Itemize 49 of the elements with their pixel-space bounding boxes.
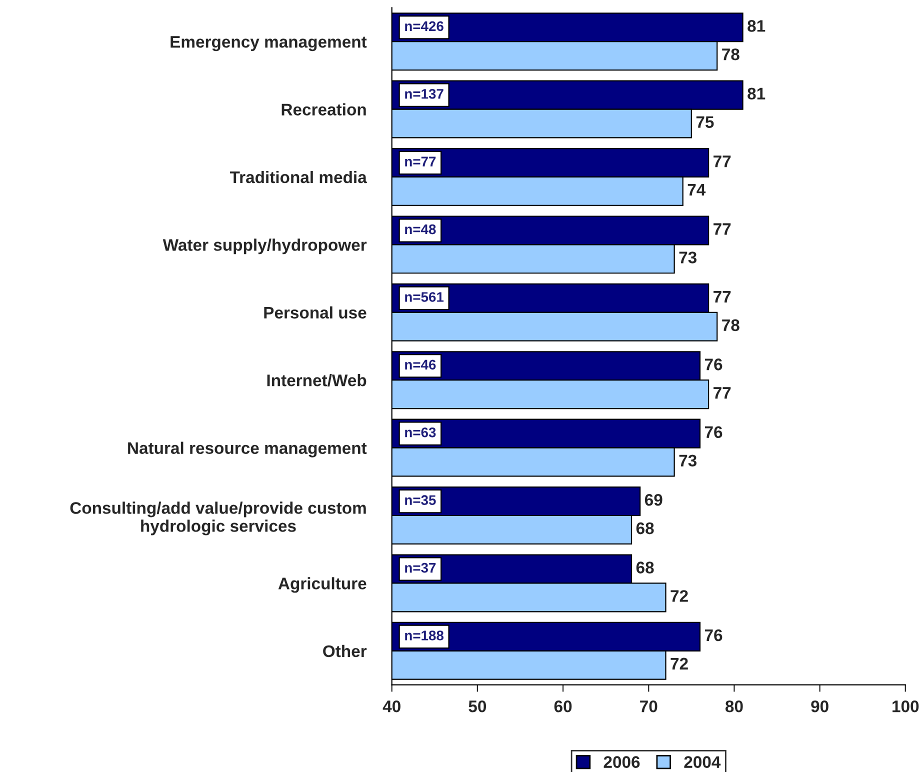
- y-tick-label: Agriculture: [278, 577, 366, 593]
- x-tick-label: 40: [382, 700, 400, 712]
- data-label: 73: [679, 454, 697, 467]
- annotation: n=561: [405, 292, 444, 302]
- annotation: n=35: [405, 495, 436, 506]
- y-tick-label: Internet/Web: [267, 374, 366, 386]
- data-label: 77: [714, 291, 731, 302]
- data-label: 81: [748, 88, 766, 100]
- x-tick-label: 90: [811, 700, 828, 712]
- legend-label: 2004: [684, 756, 721, 768]
- data-label: 81: [748, 20, 766, 32]
- x-tick-label: 60: [554, 700, 572, 712]
- data-label: 76: [704, 426, 722, 438]
- annotation: n=77: [405, 156, 436, 166]
- data-label: 72: [670, 590, 688, 602]
- x-tick-label: 80: [725, 700, 743, 712]
- data-label: 72: [670, 658, 688, 670]
- data-label: 77: [714, 223, 731, 235]
- data-label: 75: [696, 116, 714, 128]
- x-tick-label: 100: [892, 700, 919, 712]
- legend-label: 2006: [604, 756, 640, 768]
- y-tick-label: Water supply/hydropower: [162, 238, 367, 254]
- y-tick-label: Consulting/add value/provide custom hydrologic services: [70, 502, 366, 536]
- data-label: 77: [714, 156, 731, 168]
- annotation: n=37: [405, 562, 436, 573]
- data-label: 76: [704, 358, 722, 370]
- annotation: n=46: [405, 360, 436, 370]
- y-tick-label: Natural resource management: [128, 442, 367, 458]
- data-label: 78: [722, 319, 740, 332]
- data-label: 78: [722, 48, 740, 60]
- y-tick-label: Emergency management: [170, 36, 367, 52]
- annotation: n=188: [405, 630, 444, 640]
- data-label: 68: [636, 562, 654, 574]
- annotation: n=137: [405, 88, 444, 99]
- x-tick-label: 70: [640, 700, 658, 712]
- data-label: 73: [679, 252, 697, 264]
- y-tick-label: Recreation: [282, 103, 366, 116]
- x-tick-label: 50: [468, 700, 486, 712]
- y-tick-label: Other: [323, 644, 367, 658]
- data-label: 69: [644, 494, 662, 506]
- data-label: 74: [688, 184, 706, 196]
- data-label: 68: [636, 522, 654, 534]
- data-label: 77: [714, 387, 731, 399]
- annotation: n=48: [405, 224, 436, 234]
- annotation: n=426: [405, 21, 444, 32]
- data-label: 76: [704, 629, 722, 642]
- annotation: n=63: [405, 427, 436, 438]
- y-tick-label: Personal use: [264, 306, 366, 319]
- y-tick-label: Traditional media: [230, 170, 367, 184]
